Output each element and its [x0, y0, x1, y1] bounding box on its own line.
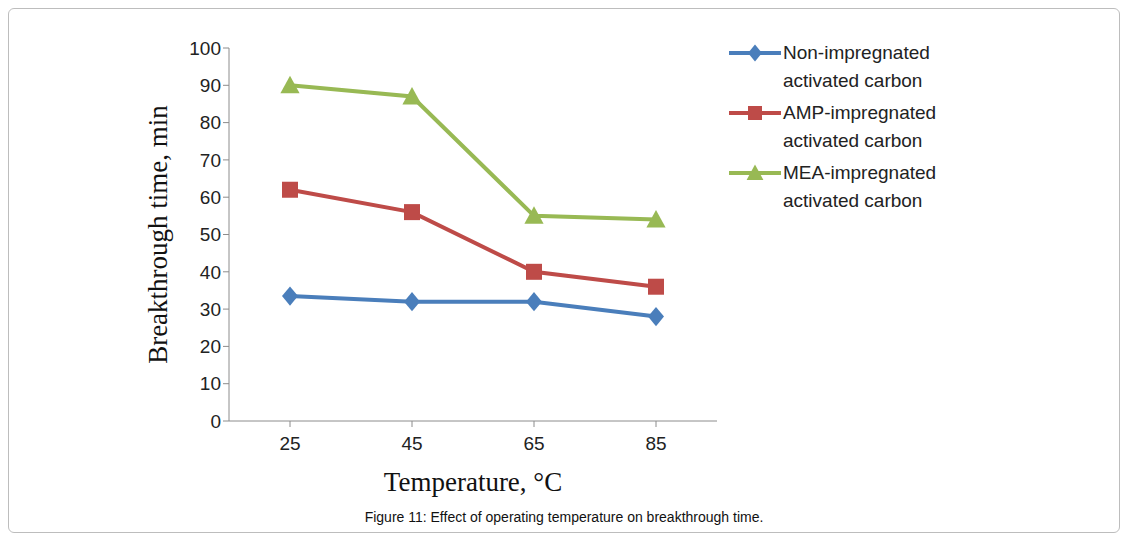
html-text:AMP-impregnated activated carb: AMP-impregnated activated carbon: [783, 102, 937, 151]
svg-text:0: 0: [210, 411, 221, 432]
svg-text:50: 50: [200, 224, 221, 245]
html-text:Non-impregnated activated carb: Non-impregnated activated carbon: [783, 42, 930, 91]
html-text:Figure 11: Effect of operating: Figure 11: Effect of operating temperatu…: [364, 509, 764, 525]
svg-text:40: 40: [200, 262, 221, 283]
svg-text:Temperature, °C: Temperature, °C: [384, 467, 562, 497]
svg-text:30: 30: [200, 299, 221, 320]
html-text:MEA-impregnated activated carb: MEA-impregnated activated carbon: [783, 162, 937, 211]
svg-text:45: 45: [401, 433, 422, 454]
svg-text:100: 100: [189, 38, 221, 59]
svg-text:90: 90: [200, 75, 221, 96]
svg-text:70: 70: [200, 150, 221, 171]
svg-text:60: 60: [200, 187, 221, 208]
svg-text:65: 65: [523, 433, 544, 454]
svg-text:10: 10: [200, 373, 221, 394]
svg-text:80: 80: [200, 112, 221, 133]
svg-text:Breakthrough time, min: Breakthrough time, min: [143, 105, 173, 364]
svg-text:20: 20: [200, 336, 221, 357]
svg-text:25: 25: [279, 433, 300, 454]
svg-text:85: 85: [645, 433, 666, 454]
